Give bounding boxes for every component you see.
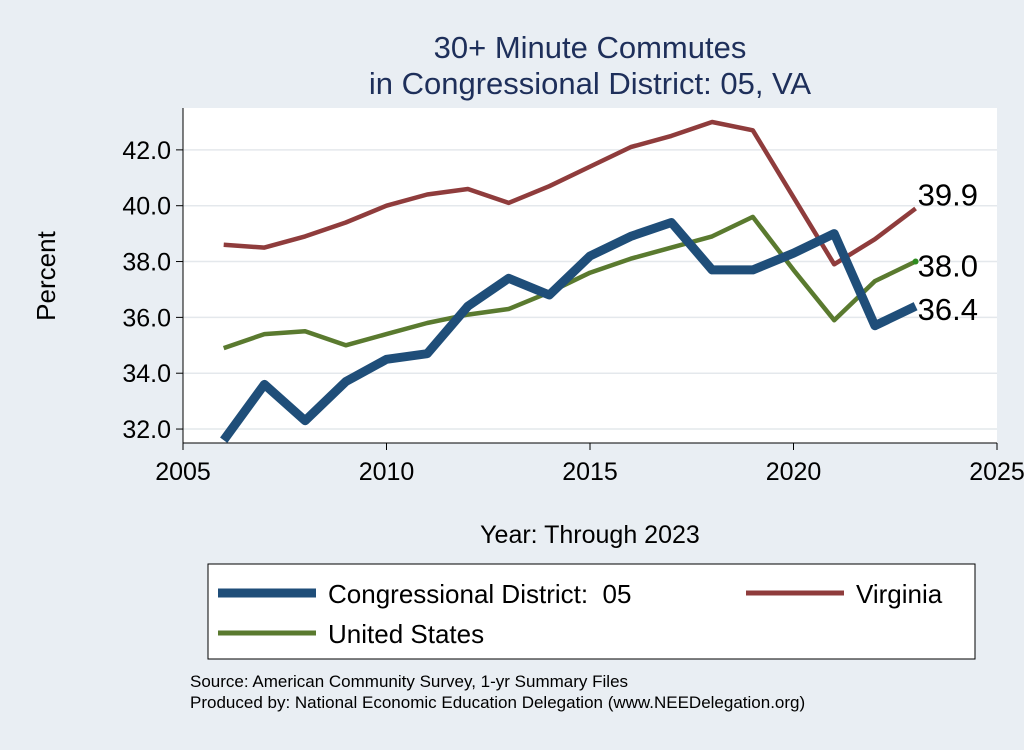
end-value-label: 36.4 <box>918 292 978 327</box>
end-labels: 36.4 39.9 38.0 <box>918 178 978 328</box>
x-tick-label: 2010 <box>359 458 415 486</box>
legend-label-congressional-district: Congressional District: 05 <box>328 579 631 609</box>
x-tick-label: 2025 <box>969 458 1024 486</box>
y-tick-label: 34.0 <box>122 360 171 388</box>
source-note: Source: American Community Survey, 1-yr … <box>190 672 628 691</box>
x-tick-label: 2015 <box>562 458 618 486</box>
series-line-congressional-district-05 <box>220 218 918 443</box>
chart-title: 30+ Minute Commutes <box>434 30 747 65</box>
y-axis-label: Percent <box>31 230 61 320</box>
y-tick-label: 42.0 <box>122 137 171 165</box>
series-line-united-states <box>222 214 917 351</box>
x-axis-label: Year: Through 2023 <box>480 521 700 549</box>
chart-subtitle: in Congressional District: 05, VA <box>369 66 812 101</box>
legend-label-united-states: United States <box>328 619 484 649</box>
series-line-virginia <box>223 119 917 267</box>
plot-area <box>183 108 997 443</box>
legend-label-virginia: Virginia <box>856 579 943 609</box>
producer-note: Produced by: National Economic Education… <box>190 693 805 712</box>
x-axis-ticks: 2005 2010 2015 2020 2025 <box>155 443 1024 486</box>
legend-box <box>207 563 976 660</box>
y-tick-label: 40.0 <box>122 193 171 221</box>
x-tick-label: 2005 <box>155 458 211 486</box>
end-value-label: 38.0 <box>918 249 978 284</box>
series-end-marker <box>912 258 919 265</box>
series-lines <box>220 119 919 443</box>
end-value-label: 39.9 <box>918 178 978 213</box>
y-axis-ticks: 32.0 34.0 36.0 38.0 40.0 42.0 <box>122 137 183 444</box>
x-tick-label: 2020 <box>766 458 822 486</box>
y-tick-label: 36.0 <box>122 304 171 332</box>
y-tick-label: 38.0 <box>122 249 171 277</box>
legend: Congressional District: 05 Virginia Unit… <box>207 563 976 660</box>
y-tick-label: 32.0 <box>122 416 171 444</box>
